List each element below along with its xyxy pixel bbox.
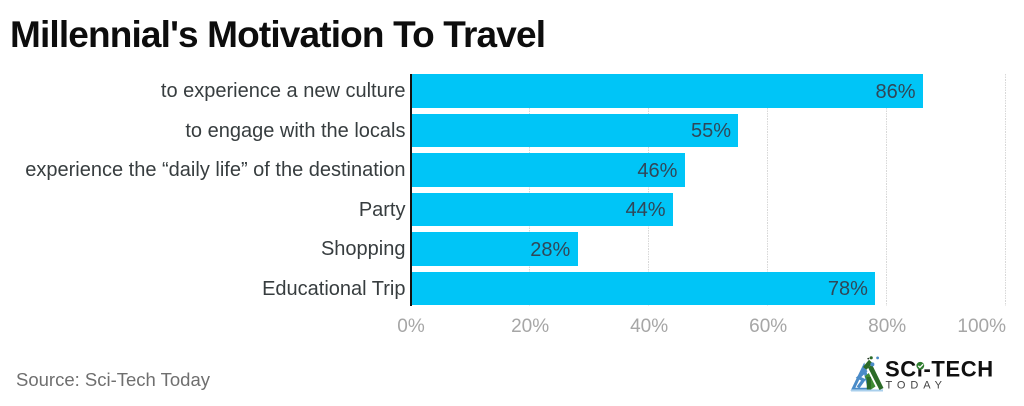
svg-text:SCı-TECH: SCı-TECH [885, 357, 994, 382]
svg-text:TODAY: TODAY [886, 379, 947, 391]
